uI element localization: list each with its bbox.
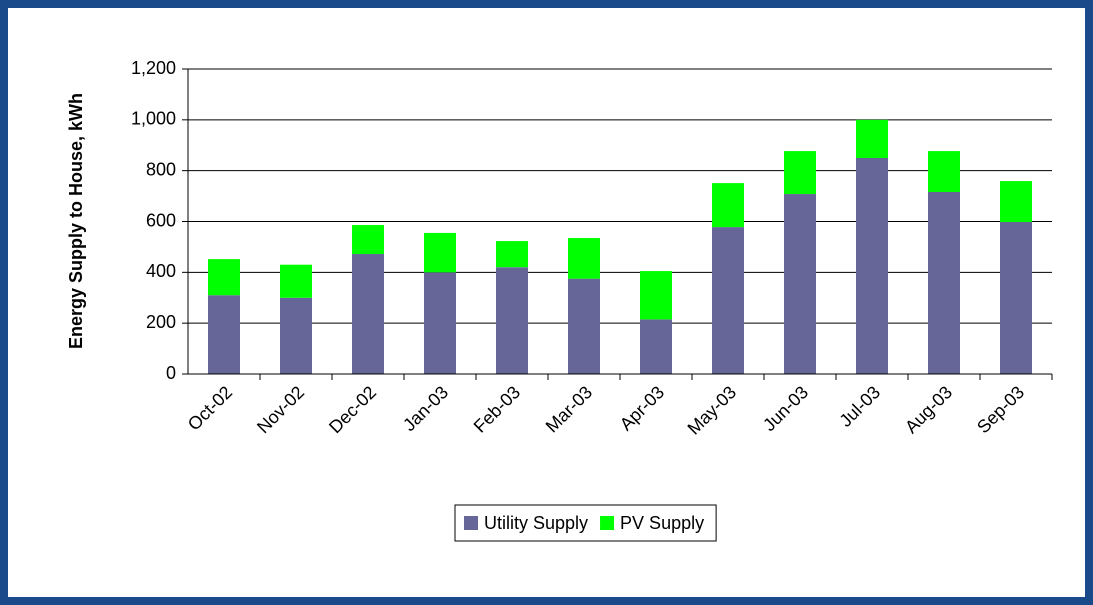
legend-swatch [464,516,478,530]
bar-segment [496,267,528,374]
bar-segment [856,119,888,158]
bar-segment [928,192,960,374]
legend-label: PV Supply [620,513,704,533]
bar-segment [496,241,528,268]
y-tick-label: 800 [146,159,176,179]
bar-segment [208,259,240,296]
bar-segment [856,157,888,374]
bar-segment [640,271,672,320]
bar-segment [424,272,456,374]
bar-segment [208,295,240,374]
y-tick-label: 0 [166,363,176,383]
bar-segment [280,264,312,298]
bar-segment [1000,181,1032,223]
y-tick-label: 600 [146,210,176,230]
bar-segment [640,319,672,374]
bar-segment [712,183,744,228]
y-tick-label: 200 [146,312,176,332]
bar-segment [424,232,456,273]
bar-segment [280,297,312,374]
bar-segment [712,227,744,374]
bar-segment [568,278,600,374]
legend-swatch [600,516,615,530]
bar-segment [568,238,600,279]
legend-label: Utility Supply [484,513,588,533]
bar-segment [352,225,384,255]
legend-box [454,504,717,542]
bar-segment [784,151,816,195]
bar-segment [352,254,384,374]
y-tick-label: 1,000 [131,109,176,129]
bar-segment [1000,222,1032,374]
y-tick-label: 1,200 [131,58,176,78]
y-tick-label: 400 [146,261,176,281]
legend: Utility Supply PV Supply [454,504,717,542]
bar-segment [784,194,816,374]
bar-segment [928,151,960,193]
y-axis-label: Energy Supply to House, kWh [66,93,86,349]
